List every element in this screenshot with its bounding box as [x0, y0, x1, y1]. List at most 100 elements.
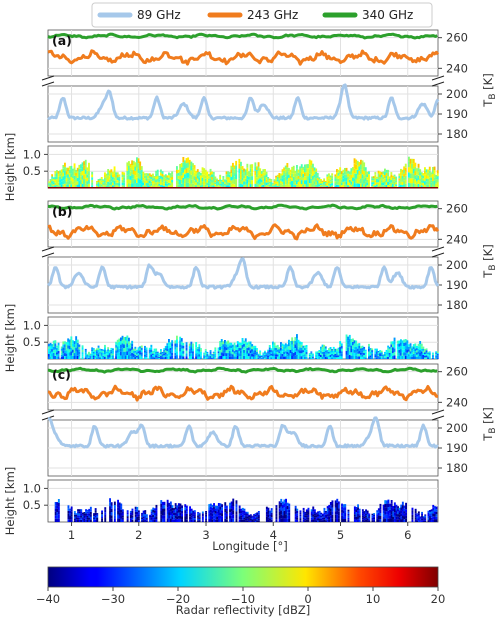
- radar-column-segment: [168, 172, 170, 176]
- longitude-tick-label: 3: [202, 528, 209, 542]
- radar-column-segment: [163, 518, 166, 522]
- radar-column-segment: [56, 347, 58, 351]
- radar-column-segment: [227, 182, 230, 186]
- radar-column-segment: [289, 344, 292, 347]
- radar-column-segment: [56, 170, 58, 174]
- radar-column-segment: [51, 185, 54, 188]
- radar-column-segment: [350, 171, 353, 175]
- radar-column-segment: [86, 520, 89, 522]
- tb-axis-label: TB [K]: [481, 244, 498, 278]
- radar-column-segment: [275, 352, 278, 355]
- radar-column-segment: [190, 344, 193, 348]
- radar-column-segment: [417, 343, 420, 347]
- radar-column-segment: [214, 178, 217, 181]
- radar-column-segment: [132, 165, 135, 170]
- radar-column-segment: [217, 355, 220, 358]
- radar-column-segment: [344, 181, 346, 185]
- radar-column-segment: [270, 512, 273, 515]
- radar-column-segment: [132, 169, 135, 175]
- radar-column-segment: [256, 173, 258, 178]
- radar-column-segment: [377, 170, 380, 174]
- radar-column-segment: [153, 176, 156, 178]
- radar-column-segment: [68, 177, 71, 181]
- radar-column-segment: [241, 507, 244, 511]
- radar-column-segment: [308, 358, 311, 359]
- radar-column-segment: [107, 178, 110, 182]
- radar-column-segment: [253, 515, 255, 517]
- radar-column-segment: [84, 173, 87, 179]
- radar-column-segment: [360, 356, 362, 359]
- radar-column-segment: [145, 353, 148, 356]
- radar-column-segment: [291, 337, 294, 341]
- radar-column-segment: [320, 515, 323, 518]
- radar-column-segment: [305, 349, 308, 352]
- radar-column-segment: [355, 352, 358, 356]
- radar-column-segment: [398, 340, 401, 344]
- radar-column-segment: [81, 520, 84, 522]
- radar-column-segment: [368, 351, 370, 354]
- radar-column-segment: [150, 347, 153, 350]
- radar-column-segment: [281, 511, 284, 516]
- radar-column-segment: [299, 344, 302, 348]
- radar-column-segment: [83, 513, 86, 516]
- radar-column-segment: [163, 353, 166, 356]
- radar-column-segment: [109, 518, 111, 522]
- radar-column-segment: [243, 510, 246, 514]
- radar-column-segment: [104, 175, 106, 178]
- radar-column-segment: [248, 517, 251, 519]
- radar-column-segment: [270, 180, 273, 183]
- radar-column-segment: [352, 167, 354, 171]
- radar-column-segment: [427, 351, 430, 353]
- radar-column-segment: [393, 515, 396, 519]
- radar-column-segment: [288, 518, 291, 522]
- radar-column-segment: [336, 172, 338, 176]
- radar-column-segment: [302, 170, 305, 174]
- radar-column-segment: [190, 517, 193, 520]
- radar-column-segment: [392, 347, 394, 351]
- radar-column-segment: [397, 516, 399, 520]
- radar-column-segment: [240, 517, 243, 520]
- radar-column-segment: [105, 180, 108, 184]
- radar-column-segment: [342, 175, 345, 179]
- radar-column-segment: [179, 172, 182, 176]
- radar-column-segment: [214, 355, 217, 357]
- radar-column-segment: [328, 357, 330, 359]
- radar-column-segment: [216, 180, 218, 182]
- radar-column-segment: [120, 344, 122, 349]
- radar-column-segment: [414, 175, 417, 180]
- radar-column-segment: [93, 516, 95, 518]
- radar-column-segment: [432, 516, 435, 520]
- radar-column-segment: [262, 169, 265, 173]
- tb-tick-label: 200: [446, 87, 468, 101]
- radar-column-segment: [428, 355, 431, 357]
- radar-column-segment: [320, 183, 322, 185]
- radar-column-segment: [355, 183, 358, 188]
- radar-column-segment: [190, 166, 193, 171]
- radar-column-segment: [292, 340, 295, 344]
- radar-column-segment: [225, 341, 228, 345]
- radar-column-segment: [168, 180, 170, 183]
- radar-column-segment: [393, 179, 396, 182]
- radar-column-segment: [236, 347, 239, 351]
- radar-column-segment: [75, 336, 78, 340]
- radar-column-segment: [412, 356, 415, 359]
- radar-column-segment: [435, 357, 438, 359]
- radar-column-segment: [205, 518, 207, 521]
- radar-column-segment: [201, 516, 204, 519]
- radar-column-segment: [164, 352, 167, 355]
- radar-column-segment: [348, 355, 351, 359]
- radar-column-segment: [201, 511, 204, 514]
- radar-column-segment: [403, 513, 406, 517]
- radar-column-segment: [86, 353, 89, 355]
- radar-column-segment: [409, 173, 412, 179]
- radar-column-segment: [270, 517, 273, 520]
- radar-column-segment: [235, 174, 238, 179]
- radar-column-segment: [265, 352, 268, 354]
- radar-column-segment: [164, 345, 167, 349]
- radar-column-segment: [278, 349, 281, 352]
- radar-column-segment: [121, 343, 124, 348]
- radar-column-segment: [174, 506, 177, 510]
- radar-column-segment: [213, 503, 215, 507]
- radar-column-segment: [229, 512, 231, 516]
- radar-column-segment: [156, 352, 159, 355]
